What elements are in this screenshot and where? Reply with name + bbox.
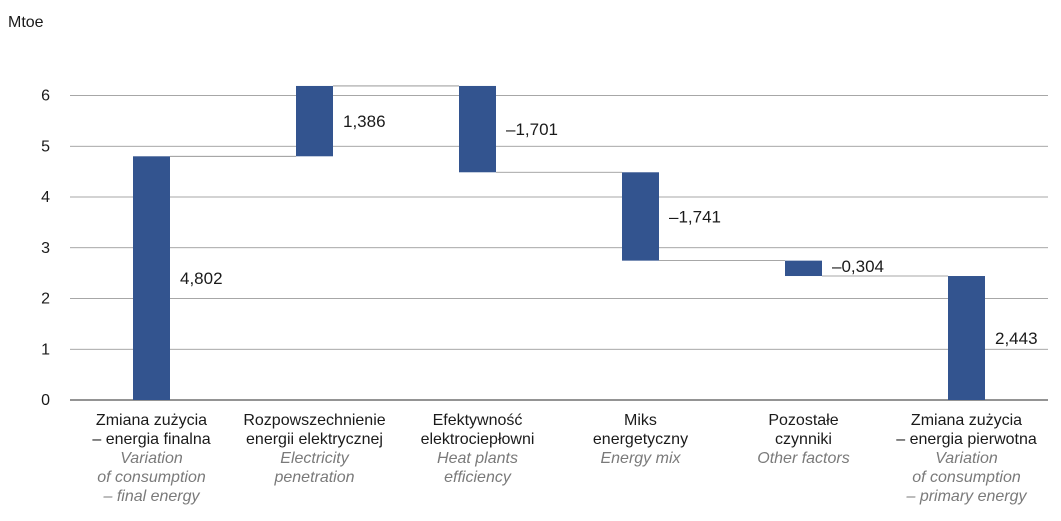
category-labels: Zmiana zużycia – energia finalna Variation… (92, 412, 1037, 505)
category-label-en: of consumption (97, 469, 206, 486)
category-label-en: penetration (273, 469, 354, 486)
y-tick-label: 3 (41, 240, 50, 257)
category-label: elektrociepłowni (421, 431, 535, 448)
y-tick-label: 0 (41, 392, 50, 409)
y-tick-label: 1 (41, 341, 50, 358)
category-label: – energia finalna (92, 431, 210, 448)
bar (785, 260, 822, 277)
category-label-en: Energy mix (600, 450, 681, 467)
y-unit-label: Mtoe (8, 14, 44, 31)
category-label-en: Other factors (757, 450, 849, 467)
y-tick-label: 6 (41, 88, 50, 105)
category-label: Pozostałe (768, 412, 838, 429)
category-label-en: Variation (935, 450, 998, 467)
category-label: Efektywność (433, 412, 523, 429)
y-tick-label: 4 (41, 189, 50, 206)
bar (296, 85, 333, 157)
category-label: Miks (624, 412, 657, 429)
bar (622, 172, 659, 261)
category-label: energii elektrycznej (246, 431, 383, 448)
category-label-en: – primary energy (905, 488, 1027, 505)
category-label-en: Electricity (280, 450, 349, 467)
category-label: Zmiana zużycia (911, 412, 1022, 429)
y-tick-label: 8 (41, 0, 50, 3)
gridlines (70, 95, 1048, 401)
category-label-en: Variation (120, 450, 183, 467)
value-label: 2,443 (995, 329, 1038, 348)
bars (133, 85, 985, 400)
value-label: 4,802 (180, 269, 223, 288)
y-tick-labels: 0 1 2 3 4 5 6 8 (41, 0, 50, 409)
bar (133, 156, 170, 400)
category-label-en: of consumption (912, 469, 1021, 486)
value-label: –0,304 (832, 257, 884, 276)
category-label: czynniki (775, 431, 832, 448)
bar (948, 276, 985, 400)
y-tick-label: 5 (41, 138, 50, 155)
value-labels: 4,802 1,386 –1,701 –1,741 –0,304 2,443 (180, 112, 1038, 348)
value-label: –1,701 (506, 120, 558, 139)
category-label-en: Heat plants (437, 450, 518, 467)
bar (459, 85, 496, 173)
category-label-en: – final energy (102, 488, 200, 505)
category-label: energetyczny (593, 431, 688, 448)
category-label: Rozpowszechnienie (243, 412, 385, 429)
value-label: –1,741 (669, 207, 721, 226)
category-label: Zmiana zużycia (96, 412, 207, 429)
category-label-en: efficiency (444, 469, 512, 486)
value-label: 1,386 (343, 112, 386, 131)
category-label: – energia pierwotna (896, 431, 1037, 448)
y-tick-label: 2 (41, 291, 50, 308)
connectors (170, 85, 948, 277)
